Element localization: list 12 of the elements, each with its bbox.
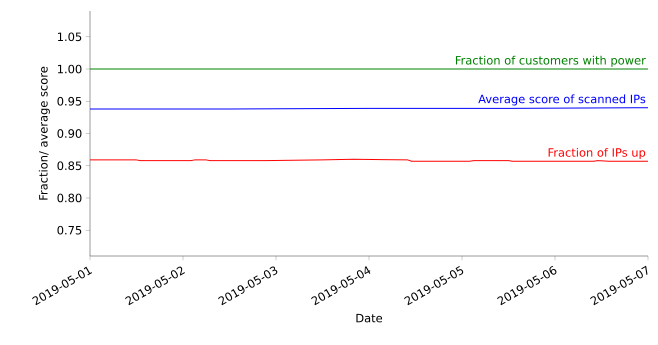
y-tick-label: 1.00	[58, 64, 82, 74]
x-axis-title: Date	[356, 314, 382, 322]
series-label: Average score of scanned IPs	[478, 94, 646, 106]
series-label: Fraction of IPs up	[548, 148, 646, 160]
y-tick-label: 0.95	[57, 96, 82, 106]
y-tick-label: 0.90	[57, 129, 82, 138]
y-tick-label: 0.80	[57, 194, 82, 202]
y-tick-label: 0.85	[57, 161, 82, 170]
series-label: Fraction of customers with power	[456, 56, 646, 67]
y-axis-title: Fraction/ average score	[38, 66, 50, 200]
y-tick-label: 0.75	[57, 226, 82, 235]
y-tick-label: 1.05	[58, 32, 82, 42]
